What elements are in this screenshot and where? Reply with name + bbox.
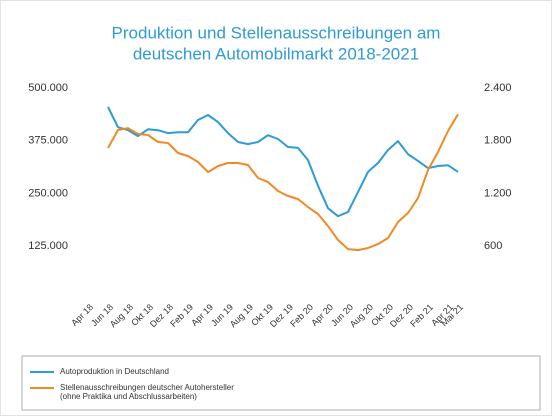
y2-tick-label: 2.400 <box>484 82 512 94</box>
legend-label: Stellenausschreibungen deutscher Autoher… <box>60 383 234 392</box>
legend-note: (ohne Praktika und Abschlussarbeiten) <box>60 392 197 401</box>
legend-box <box>21 355 541 411</box>
series-line <box>107 113 459 252</box>
y2-tick-label: 1.800 <box>484 135 512 147</box>
chart-title: deutschen Automobilmarkt 2018-2021 <box>133 44 419 63</box>
y2-tick-label: 600 <box>484 240 502 252</box>
y-tick-label: 125.000 <box>28 240 68 252</box>
chart-title: Produktion und Stellenausschreibungen am <box>112 23 441 42</box>
y-tick-label: 250.000 <box>28 187 68 199</box>
y-tick-label: 375.000 <box>28 135 68 147</box>
y2-tick-label: 1.200 <box>484 187 512 199</box>
y-tick-label: 500.000 <box>28 82 68 94</box>
series-line <box>107 106 459 218</box>
legend-label: Autoproduktion in Deutschland <box>60 367 169 376</box>
